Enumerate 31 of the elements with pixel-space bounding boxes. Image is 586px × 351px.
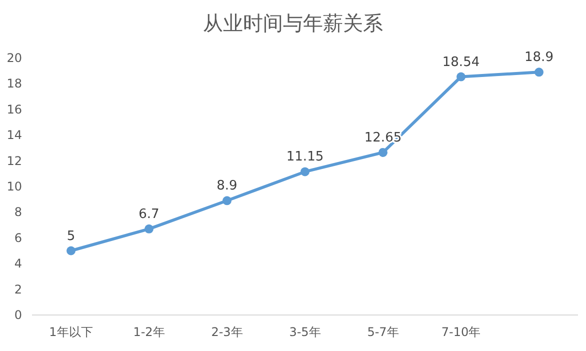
x-tick-label: 1年以下	[49, 325, 93, 339]
y-tick-label: 12	[6, 154, 22, 168]
chart-title: 从业时间与年薪关系	[203, 11, 383, 35]
point	[456, 72, 466, 82]
point	[534, 68, 544, 77]
point	[222, 196, 232, 206]
y-tick-label: 0	[14, 308, 22, 322]
data-label: 6.7	[138, 206, 160, 222]
x-tick-label: 3-5年	[289, 325, 321, 339]
data-label: 18.54	[442, 54, 480, 70]
data-label: 8.9	[216, 178, 238, 194]
y-tick-label: 20	[6, 51, 22, 65]
x-tick-label: 5-7年	[367, 325, 399, 339]
y-tick-label: 8	[14, 205, 22, 220]
y-tick-label: 4	[14, 256, 22, 271]
y-tick-label: 18	[6, 76, 22, 91]
point	[300, 167, 310, 176]
y-tick-label: 16	[6, 102, 22, 116]
data-label: 18.9	[524, 50, 554, 66]
y-tick-label: 10	[6, 180, 22, 194]
point	[144, 224, 154, 234]
x-tick-label: 1-2年	[133, 325, 165, 339]
y-tick-label: 6	[14, 230, 22, 245]
data-label: 5	[66, 228, 76, 244]
y-tick-label: 2	[14, 282, 22, 296]
y-tick-label: 14	[6, 128, 22, 142]
point	[378, 148, 388, 157]
data-label: 11.15	[286, 150, 324, 165]
x-tick-label: 2-3年	[211, 325, 243, 339]
x-tick-label: 7-10年	[441, 325, 481, 339]
point	[66, 246, 76, 256]
